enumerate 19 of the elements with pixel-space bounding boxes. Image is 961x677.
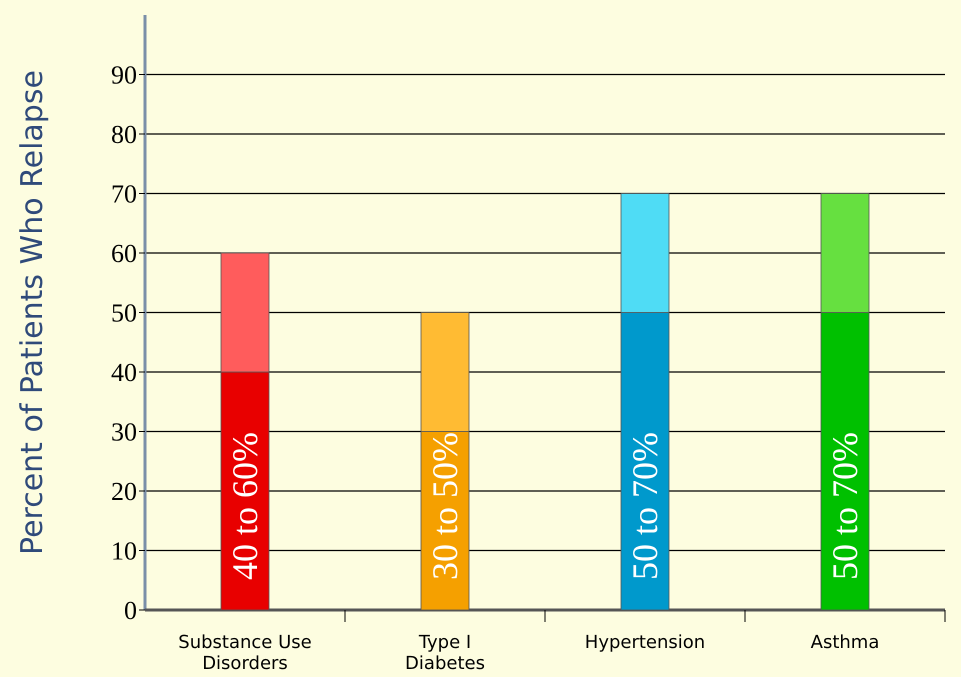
data-label: 40 to 60% bbox=[225, 432, 265, 580]
x-tick-label: Substance Use Disorders bbox=[178, 632, 312, 674]
x-tick-label: Hypertension bbox=[584, 632, 706, 653]
y-tick-label: 30 bbox=[111, 418, 137, 447]
data-label: 50 to 70% bbox=[825, 432, 865, 580]
x-tick-label: Type I Diabetes bbox=[405, 632, 485, 674]
y-tick-label: 40 bbox=[111, 358, 137, 388]
y-tick-label: 10 bbox=[111, 536, 137, 566]
y-tick-label: 50 bbox=[111, 298, 137, 328]
y-tick-label: 20 bbox=[111, 477, 137, 506]
y-tick-label: 90 bbox=[111, 60, 137, 90]
y-tick-label: 80 bbox=[111, 120, 137, 150]
y-tick-label: 0 bbox=[124, 596, 137, 626]
y-axis-title: Percent of Patients Who Relapse bbox=[15, 70, 50, 555]
x-tick-label: Asthma bbox=[810, 632, 880, 653]
data-label: 30 to 50% bbox=[425, 432, 465, 580]
data-label: 50 to 70% bbox=[625, 432, 665, 580]
y-tick-label: 60 bbox=[111, 239, 137, 268]
y-tick-label: 70 bbox=[111, 180, 137, 209]
